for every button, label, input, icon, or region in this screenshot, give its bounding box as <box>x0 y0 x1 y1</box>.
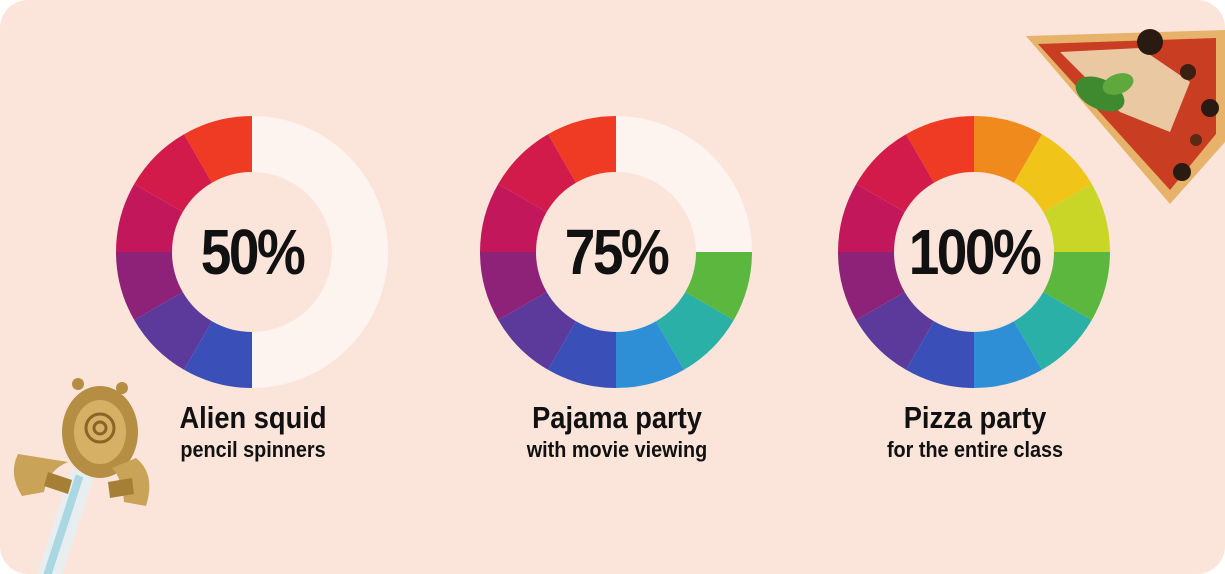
donut-fill-segment <box>498 292 576 370</box>
donut-fill-segment <box>116 184 183 252</box>
caption-subtitle: pencil spinners <box>180 437 326 462</box>
donut-fill-segment <box>480 252 547 320</box>
gauge-caption: Alien squid pencil spinners <box>73 400 433 464</box>
donut-chart <box>116 116 388 388</box>
donut-fill-segment <box>134 292 212 370</box>
donut-fill-segment <box>974 116 1042 183</box>
caption-title: Pajama party <box>532 400 702 435</box>
percent-label: 100% <box>908 216 1042 288</box>
donut-gauge: 50% <box>116 116 388 388</box>
caption-title: Pizza party <box>903 400 1047 435</box>
donut-fill-segment <box>116 252 183 320</box>
donut-chart <box>838 116 1110 388</box>
caption-subtitle: for the entire class <box>886 437 1064 462</box>
percent-label: 75% <box>564 216 670 288</box>
donut-fill-segment <box>685 252 752 320</box>
donut-fill-segment <box>1014 292 1092 370</box>
caption-title: Alien squid <box>179 400 327 435</box>
donut-fill-segment <box>974 321 1042 388</box>
percent-label: 50% <box>200 216 306 288</box>
caption-subtitle: with movie viewing <box>526 437 708 462</box>
donut-fill-segment <box>906 116 974 183</box>
donut-fill-segment <box>1014 134 1092 212</box>
donut-fill-segment <box>906 321 974 388</box>
donut-fill-segment <box>480 184 547 252</box>
donut-fill-segment <box>548 321 616 388</box>
donut-chart <box>480 116 752 388</box>
donut-fill-segment <box>616 321 684 388</box>
donut-fill-segment <box>498 134 576 212</box>
donut-fill-segment <box>856 134 934 212</box>
donut-fill-segment <box>184 116 252 183</box>
donut-fill-segment <box>1043 252 1110 320</box>
donut-fill-segment <box>838 252 905 320</box>
donut-fill-segment <box>856 292 934 370</box>
pizza-slice-icon <box>1026 29 1225 204</box>
donut-fill-segment <box>134 134 212 212</box>
donut-fill-segment <box>838 184 905 252</box>
gauge-caption: Pizza party for the entire class <box>795 400 1155 464</box>
donut-fill-segment <box>1043 184 1110 252</box>
donut-fill-segment <box>548 116 616 183</box>
gauge-caption: Pajama party with movie viewing <box>437 400 797 464</box>
donut-gauge: 75% <box>480 116 752 388</box>
donut-fill-segment <box>656 292 734 370</box>
alien-squid-pencil-spinner-icon <box>13 378 150 574</box>
donut-gauge: 100% <box>838 116 1110 388</box>
donut-fill-segment <box>184 321 252 388</box>
